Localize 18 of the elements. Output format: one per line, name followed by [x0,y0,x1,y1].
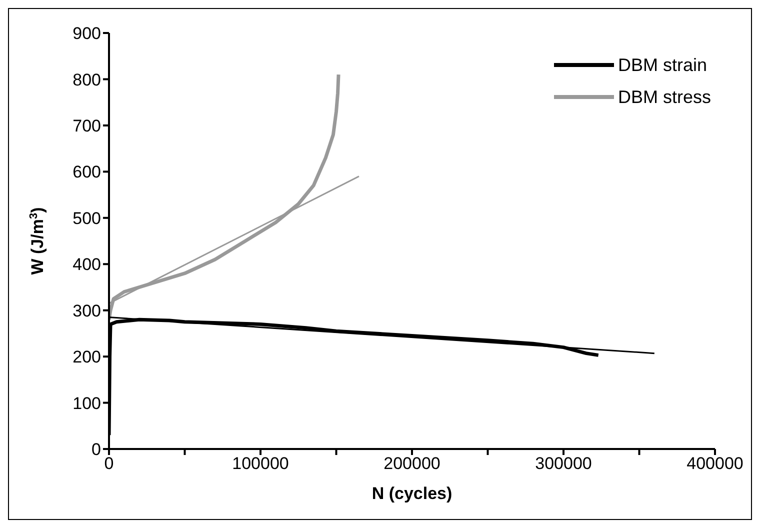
x-tick-label: 300000 [535,454,592,474]
y-tick-label: 100 [72,394,101,413]
y-tick-label: 800 [72,70,101,90]
x-tick-label: 400000 [686,454,744,474]
x-tick-label: 0 [104,454,114,474]
y-tick-label: 400 [72,255,101,274]
y-tick-label: 200 [72,348,101,367]
y-tick-label: 700 [72,116,101,136]
legend-label: DBM strain [618,54,707,77]
x-axis-title: N (cycles) [372,484,452,503]
y-tick-label: 0 [92,440,101,460]
legend-label: DBM stress [618,86,711,109]
y-tick-label: 900 [72,24,101,44]
y-tick-label: 500 [72,208,101,228]
x-tick-label: 100000 [232,454,289,474]
x-tick-label: 200000 [384,454,440,474]
y-tick-label: 300 [72,301,101,320]
y-tick-label: 600 [72,162,101,182]
